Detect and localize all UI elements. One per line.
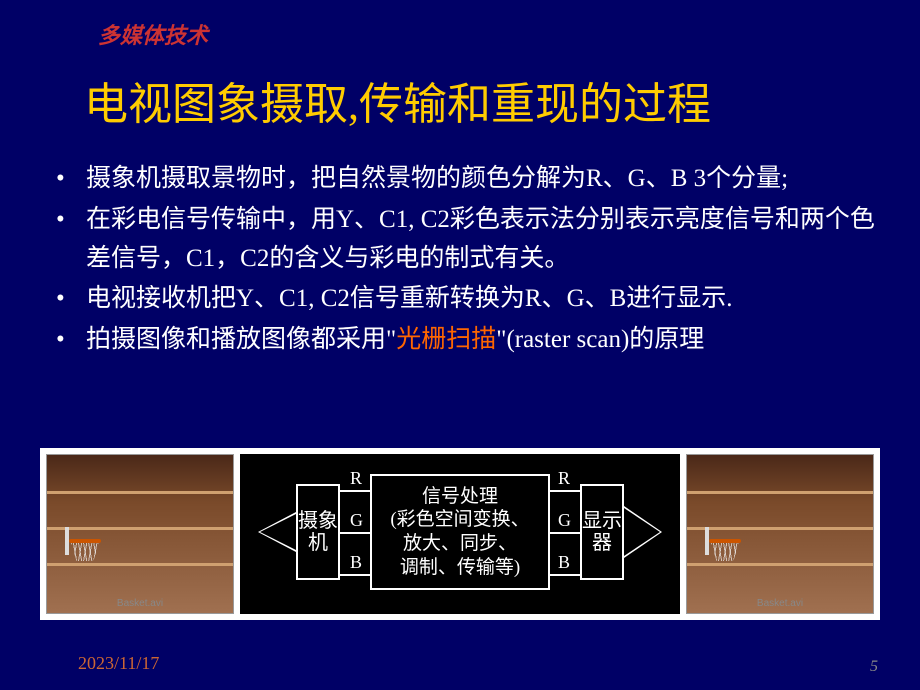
bullet-item: 电视接收机把Y、C1, C2信号重新转换为R、G、B进行显示. (56, 280, 880, 319)
bullet-text: 在彩电信号传输中，用Y、C1, C2彩色表示法分别表示亮度信号和两个色差信号，C… (86, 206, 875, 272)
wire-b-right (550, 574, 580, 576)
output-photo: Basket.avi (686, 454, 874, 614)
bullet-text-pre: 拍摄图像和播放图像都采用" (86, 326, 396, 353)
slide-title: 电视图象摄取,传输和重现的过程 (84, 68, 711, 132)
diagram-center: 摄象机 R G B 信号处理 (彩色空间变换、 放大、同步、 调制、传输等) R… (240, 454, 680, 614)
signal-label-b2: B (558, 552, 570, 573)
wire-b-left (340, 574, 370, 576)
wire-g-left (340, 532, 370, 534)
bullet-text: 电视接收机把Y、C1, C2信号重新转换为R、G、B进行显示. (86, 285, 733, 312)
bullet-highlight: 光栅扫描 (396, 326, 496, 353)
header-subtitle: 多媒体技术 (98, 18, 208, 50)
footer-page-number: 5 (870, 658, 878, 676)
bullet-item: 拍摄图像和播放图像都采用"光栅扫描"(raster scan)的原理 (56, 321, 880, 360)
proc-line: (彩色空间变换、 (390, 508, 529, 532)
bullet-text-post: "(raster scan)的原理 (496, 326, 704, 353)
wire-g-right (550, 532, 580, 534)
bullet-list: 摄象机摄取景物时，把自然景物的颜色分解为R、G、B 3个分量; 在彩电信号传输中… (56, 160, 880, 362)
signal-label-b: B (350, 552, 362, 573)
signal-label-g2: G (558, 510, 571, 531)
proc-line: 信号处理 (422, 485, 498, 509)
display-label: 显示器 (582, 510, 622, 554)
basketball-hoop-icon (65, 533, 107, 563)
photo-caption: Basket.avi (757, 598, 803, 609)
processing-block: 信号处理 (彩色空间变换、 放大、同步、 调制、传输等) (370, 474, 550, 590)
signal-label-r: R (350, 468, 362, 489)
camera-block: 摄象机 (296, 484, 340, 580)
wire-r-left (340, 490, 370, 492)
bullet-item: 在彩电信号传输中，用Y、C1, C2彩色表示法分别表示亮度信号和两个色差信号，C… (56, 201, 880, 279)
wire-r-right (550, 490, 580, 492)
source-photo: Basket.avi (46, 454, 234, 614)
basketball-hoop-icon (705, 533, 747, 563)
display-block: 显示器 (580, 484, 624, 580)
footer-date: 2023/11/17 (78, 653, 159, 674)
proc-line: 调制、传输等) (400, 556, 520, 580)
signal-flow-diagram: Basket.avi 摄象机 R G B 信号处理 (彩色空间变换、 放大、同步… (40, 448, 880, 620)
camera-label: 摄象机 (298, 510, 338, 554)
bullet-item: 摄象机摄取景物时，把自然景物的颜色分解为R、G、B 3个分量; (56, 160, 880, 199)
signal-label-r2: R (558, 468, 570, 489)
bullet-text: 摄象机摄取景物时，把自然景物的颜色分解为R、G、B 3个分量; (86, 165, 788, 192)
signal-label-g: G (350, 510, 363, 531)
photo-caption: Basket.avi (117, 598, 163, 609)
proc-line: 放大、同步、 (403, 532, 517, 556)
